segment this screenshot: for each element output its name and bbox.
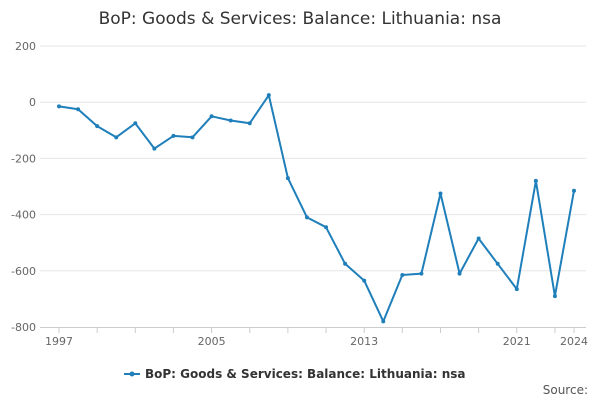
y-tick-label: -200 [11, 152, 36, 165]
data-point [285, 176, 290, 181]
data-point [533, 178, 538, 183]
data-point [324, 225, 329, 230]
y-tick-label: 200 [15, 40, 36, 53]
data-point [266, 93, 271, 98]
data-point [362, 278, 367, 283]
data-point [400, 273, 405, 278]
data-point [152, 146, 157, 151]
y-tick-label: -600 [11, 265, 36, 278]
x-tick-label: 2021 [503, 335, 531, 348]
data-point [438, 191, 443, 196]
legend-marker [129, 371, 135, 377]
data-point [209, 114, 214, 119]
y-tick-label: -400 [11, 209, 36, 222]
chart-title: BoP: Goods & Services: Balance: Lithuani… [99, 9, 502, 29]
x-tick-label: 2005 [198, 335, 226, 348]
y-tick-label: 0 [29, 96, 36, 109]
x-tick-label: 2024 [560, 335, 588, 348]
data-point [304, 215, 309, 220]
data-point [190, 135, 195, 140]
x-tick-label: 1997 [45, 335, 73, 348]
data-point [514, 287, 519, 292]
data-point [381, 319, 386, 324]
data-point [476, 236, 481, 241]
data-point [76, 107, 81, 112]
data-point [228, 118, 233, 123]
x-tick-label: 2013 [350, 335, 378, 348]
axes: 200 0 -200 -400 -600 -800 1997 2005 2013 2021 2024 [11, 40, 588, 348]
data-point [57, 104, 61, 109]
data-point [171, 133, 176, 138]
data-point [552, 294, 557, 299]
series-line [58, 94, 575, 323]
data-point [133, 121, 138, 126]
legend[interactable]: BoP: Goods & Services: Balance: Lithuani… [124, 367, 465, 381]
data-point [572, 188, 576, 193]
series-layer [57, 93, 576, 324]
data-point [247, 121, 252, 126]
source-label: Source: [543, 383, 588, 397]
gridlines [40, 45, 586, 272]
data-point [495, 261, 500, 266]
data-point [114, 135, 119, 140]
data-point [343, 261, 348, 266]
data-point [419, 271, 424, 276]
y-tick-label: -800 [11, 321, 36, 334]
data-point [457, 271, 462, 276]
data-point [95, 124, 100, 129]
legend-label: BoP: Goods & Services: Balance: Lithuani… [145, 367, 465, 381]
